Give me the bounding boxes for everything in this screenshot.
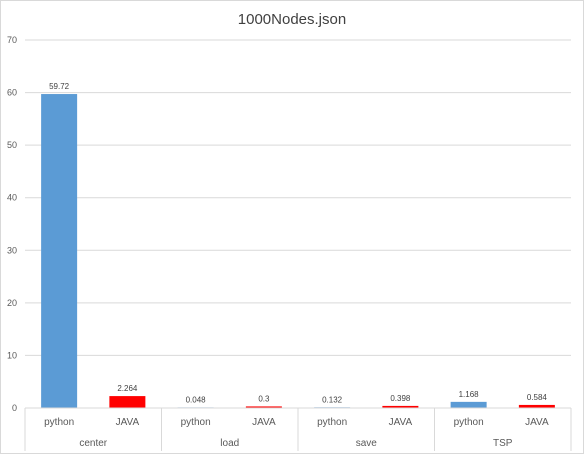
- x-category-label: python: [181, 417, 211, 428]
- x-category-label: JAVA: [389, 417, 413, 428]
- x-group-label: load: [220, 438, 239, 449]
- gridlines: [25, 39, 571, 356]
- bar-center-python: [41, 94, 78, 408]
- y-tick-label: 30: [7, 245, 17, 255]
- y-tick-label: 0: [12, 403, 17, 413]
- bar-tsp-java: [518, 404, 555, 408]
- bar-tsp-python: [450, 401, 487, 408]
- y-tick-label: 40: [7, 193, 17, 203]
- x-category-label: JAVA: [252, 417, 276, 428]
- bar-load-java: [245, 406, 282, 408]
- x-category-label: JAVA: [525, 417, 549, 428]
- data-labels: 59.72 2.264 0.048 0.3 0.132 0.398 1.168 0.584: [49, 82, 547, 404]
- data-label: 0.398: [390, 394, 411, 403]
- data-label: 59.72: [49, 82, 70, 91]
- bar-center-java: [109, 396, 146, 408]
- y-tick-label: 50: [7, 140, 17, 150]
- x-category-label: python: [44, 417, 74, 428]
- data-label: 0.048: [186, 395, 207, 404]
- data-label: 0.132: [322, 395, 343, 404]
- data-label: 2.264: [117, 384, 138, 393]
- y-axis-ticks: 0 10 20 30 40 50 60 70: [7, 35, 17, 413]
- bars: [41, 94, 555, 408]
- data-label: 1.168: [459, 390, 480, 399]
- y-tick-label: 20: [7, 298, 17, 308]
- x-group-label: save: [356, 438, 378, 449]
- y-tick-label: 70: [7, 35, 17, 45]
- x-category-label: python: [454, 417, 484, 428]
- x-axis: python JAVA center python JAVA load python JAVA…: [24, 407, 572, 451]
- y-tick-label: 10: [7, 350, 17, 360]
- chart-title: 1000Nodes.json: [238, 11, 346, 28]
- x-category-label: JAVA: [116, 417, 140, 428]
- data-label: 0.584: [527, 393, 548, 402]
- data-label: 0.3: [258, 394, 270, 403]
- x-category-label: python: [317, 417, 347, 428]
- bar-save-java: [382, 405, 419, 408]
- y-tick-label: 60: [7, 88, 17, 98]
- x-group-label: TSP: [493, 438, 513, 449]
- x-group-label: center: [79, 438, 107, 449]
